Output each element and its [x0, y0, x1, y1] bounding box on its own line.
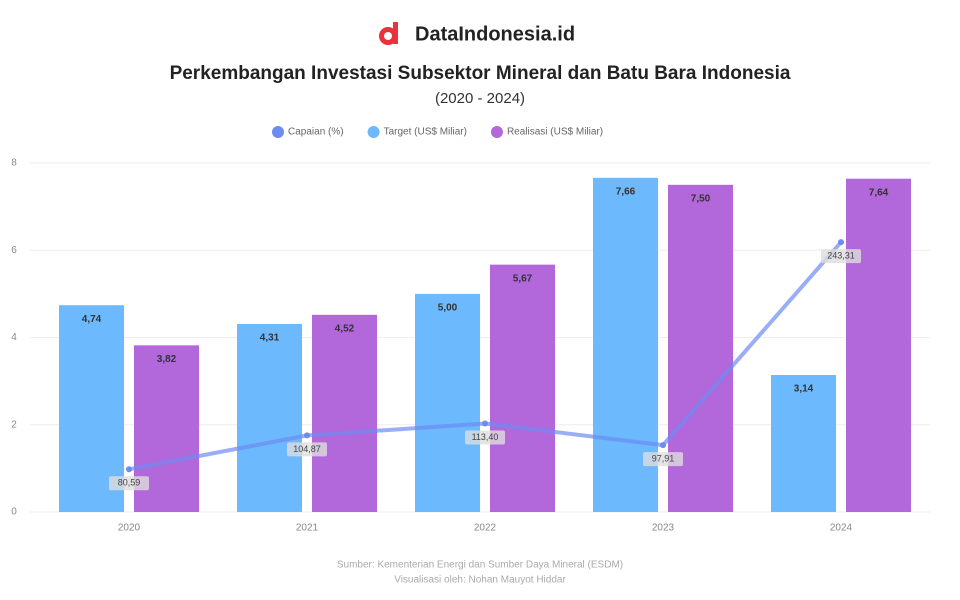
y-tick-label: 6	[11, 245, 17, 256]
data-label: 243,31	[827, 251, 855, 261]
data-label: 4,52	[335, 323, 355, 334]
line-point	[482, 420, 488, 427]
data-label: 5,67	[513, 273, 533, 284]
data-label: 7,66	[616, 186, 636, 197]
data-label: 3,82	[157, 354, 177, 365]
legend-marker	[367, 126, 380, 138]
line-point	[304, 432, 310, 439]
legend-marker	[490, 126, 503, 138]
data-label: 3,14	[794, 384, 814, 395]
data-label: 7,64	[869, 187, 889, 198]
y-tick-label: 4	[11, 332, 17, 343]
data-label: 4,74	[82, 314, 102, 325]
chart-subtitle: (2020 - 2024)	[435, 90, 525, 107]
x-tick-label: 2020	[118, 523, 141, 534]
data-label: 4,31	[260, 333, 280, 344]
line-point	[126, 466, 132, 473]
x-tick-label: 2022	[474, 523, 497, 534]
data-label-box	[287, 442, 327, 457]
bar	[312, 314, 377, 512]
legend-label: Target (US$ Miliar)	[384, 127, 467, 138]
x-tick-label: 2021	[296, 523, 319, 534]
bar	[771, 375, 836, 512]
x-tick-label: 2024	[830, 523, 853, 534]
bar	[490, 264, 555, 512]
logo	[379, 22, 398, 45]
y-tick-label: 0	[11, 507, 17, 518]
y-tick-label: 8	[11, 158, 17, 169]
data-label: 5,00	[438, 303, 458, 314]
line-point	[660, 442, 666, 449]
legend-label: Realisasi (US$ Miliar)	[507, 127, 603, 138]
data-label-box	[821, 249, 861, 264]
data-label: 80,59	[118, 478, 141, 488]
source: Sumber: Kementerian Energi dan Sumber Da…	[337, 560, 623, 571]
legend-marker	[272, 126, 284, 138]
brand: DataIndonesia.id	[415, 23, 575, 45]
bar	[415, 293, 480, 512]
legend-label: Capaian (%)	[288, 127, 344, 138]
data-label-box	[643, 452, 683, 467]
data-label: 7,50	[691, 193, 711, 204]
data-label-box	[109, 476, 149, 491]
bar	[846, 178, 911, 512]
data-label: 113,40	[472, 432, 499, 442]
data-label-box	[465, 430, 505, 445]
line-point	[838, 239, 844, 246]
credit: Visualisasi oleh: Nohan Mauyot Hiddar	[394, 575, 566, 586]
x-tick-label: 2023	[652, 523, 675, 534]
data-label: 97,91	[652, 453, 675, 463]
chart-title: Perkembangan Investasi Subsektor Mineral…	[170, 63, 791, 84]
bar	[237, 323, 302, 512]
data-label: 104,87	[293, 444, 321, 454]
y-tick-label: 2	[11, 419, 17, 430]
